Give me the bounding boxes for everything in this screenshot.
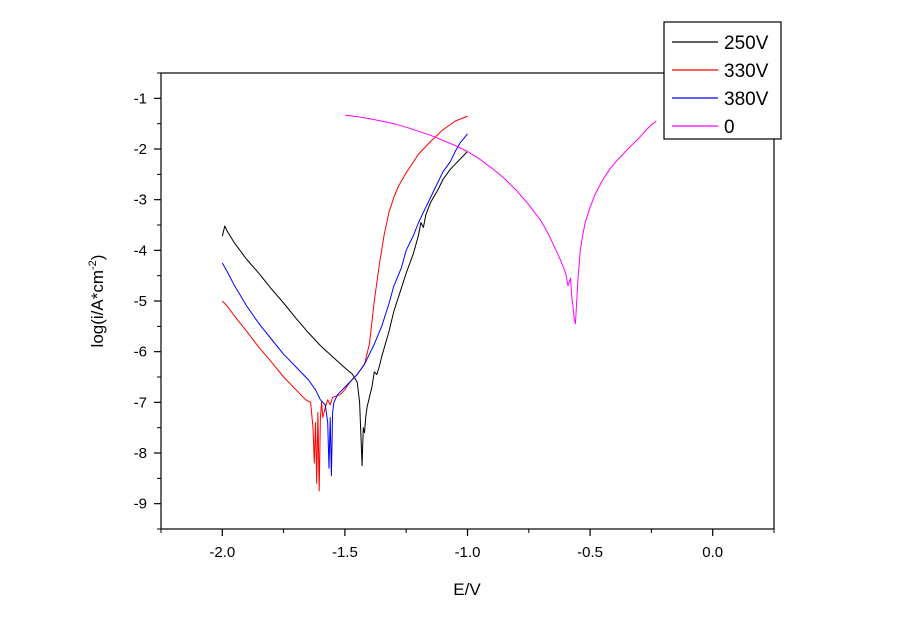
y-axis-title-end: ) — [88, 255, 107, 261]
y-tick-label: -9 — [134, 496, 147, 513]
x-tick-label: -1.0 — [455, 544, 481, 561]
y-axis-title: log(i/A*cm-2) — [87, 255, 107, 348]
y-tick-label: -2 — [134, 141, 147, 158]
series-layer — [221, 114, 657, 492]
y-tick-label: -1 — [134, 90, 147, 107]
y-tick-label: -5 — [134, 293, 147, 310]
legend-label: 250V — [724, 33, 769, 54]
x-tick-label: -0.5 — [577, 544, 603, 561]
legend-label: 0 — [724, 117, 735, 138]
series-line-250V — [221, 151, 468, 467]
series-line-330V — [221, 115, 468, 492]
y-tick-label: -6 — [134, 344, 147, 361]
y-tick-label: -3 — [134, 192, 147, 209]
legend-label: 380V — [724, 89, 769, 110]
series-line-380V — [221, 133, 468, 477]
series-line-0 — [344, 114, 657, 325]
y-tick-label: -7 — [134, 394, 147, 411]
x-tick-label: -1.5 — [332, 544, 358, 561]
ticks-layer: -2.0 -1.5 -1.0 -0.5 0.0 -1 -2 -3 -4 -5 -6 -7 -8 -9 — [134, 72, 775, 561]
x-tick-label: 0.0 — [702, 544, 723, 561]
x-axis-title: E/V — [453, 580, 481, 599]
y-tick-label: -4 — [134, 242, 147, 259]
legend-label: 330V — [724, 61, 769, 82]
x-tick-label: -2.0 — [209, 544, 235, 561]
legend: 250V 330V 380V 0 — [663, 21, 782, 140]
plot-frame — [160, 72, 775, 530]
y-axis-title-base: log(i/A*cm — [88, 270, 107, 347]
y-axis-title-sup: -2 — [87, 260, 99, 270]
y-tick-label: -8 — [134, 445, 147, 462]
